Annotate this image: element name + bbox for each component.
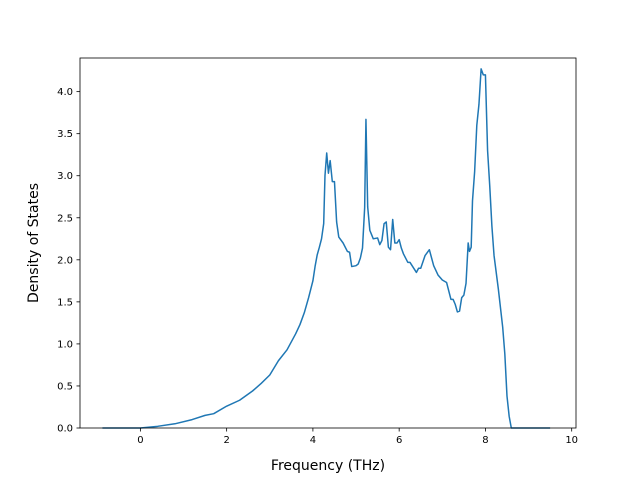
x-axis-label: Frequency (THz)	[271, 458, 385, 474]
x-tick-label: 4	[310, 435, 316, 446]
y-tick-label: 2.0	[57, 255, 73, 266]
x-tick-label: 2	[223, 435, 229, 446]
y-tick-label: 3.5	[57, 129, 73, 140]
y-axis: 0.0 0.5 1.0 1.5 2.0 2.5 3.0 3.5 4.0	[57, 87, 80, 435]
y-tick-label: 0.0	[57, 424, 73, 435]
y-tick-label: 2.5	[57, 213, 73, 224]
y-tick-label: 4.0	[57, 87, 73, 98]
y-tick-label: 0.5	[57, 381, 73, 392]
dos-series-line	[102, 68, 551, 429]
axes-background	[80, 58, 576, 428]
x-tick-label: 10	[565, 435, 578, 446]
plot-area	[79, 57, 577, 429]
x-tick-label: 6	[396, 435, 402, 446]
x-tick-label: 0	[137, 435, 143, 446]
y-axis-label: Density of States	[26, 183, 42, 303]
axes-frame	[79, 57, 577, 429]
y-tick-label: 1.5	[57, 297, 73, 308]
y-tick-label: 1.0	[57, 339, 73, 350]
y-tick-label: 3.0	[57, 171, 73, 182]
x-tick-label: 8	[482, 435, 488, 446]
x-axis: 0 2 4 6 8 10	[137, 428, 578, 446]
